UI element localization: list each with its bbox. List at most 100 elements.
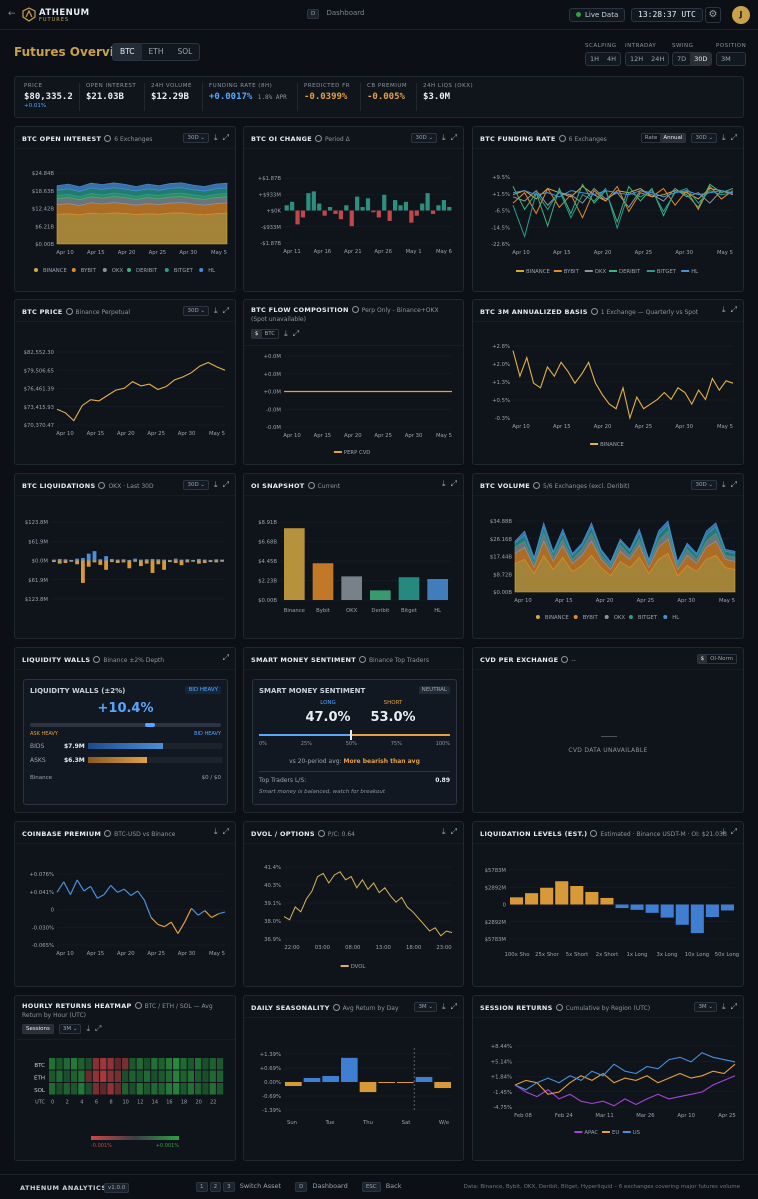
key-3[interactable]: 3 <box>223 1182 235 1192</box>
info-icon[interactable] <box>358 656 366 663</box>
oi-change-bar <box>295 210 300 225</box>
liq-level-bar <box>630 904 644 910</box>
expand-icon[interactable]: ⤢ <box>730 133 737 142</box>
download-icon[interactable]: ⤓ <box>442 479 446 488</box>
download-icon[interactable]: ⤓ <box>722 1002 726 1011</box>
range-select[interactable]: 30D ⌄ <box>183 133 210 143</box>
info-icon[interactable] <box>104 135 112 142</box>
info-icon[interactable] <box>314 135 322 142</box>
breadcrumb[interactable]: D Dashboard <box>307 9 364 19</box>
live-data-badge[interactable]: Live Data <box>569 8 626 22</box>
expand-icon[interactable]: ⤢ <box>222 306 229 315</box>
tab-eth[interactable]: ETH <box>148 47 164 56</box>
expand-icon[interactable]: ⤢ <box>730 305 737 314</box>
tab-btc[interactable]: BTC <box>113 44 142 60</box>
timeframe-24h-button[interactable]: 24H <box>651 55 665 63</box>
expand-icon[interactable]: ⤢ <box>222 827 229 836</box>
settings-gear-icon[interactable]: ⚙ <box>705 7 721 23</box>
info-icon[interactable] <box>98 482 106 489</box>
tab-oi-norm[interactable]: OI-Norm <box>710 656 733 662</box>
expand-icon[interactable]: ⤢ <box>222 653 229 662</box>
expand-icon[interactable]: ⤢ <box>222 480 229 489</box>
info-icon[interactable] <box>307 482 315 489</box>
download-icon[interactable]: ⤓ <box>86 1024 91 1033</box>
download-icon[interactable]: ⤓ <box>442 1002 446 1011</box>
info-icon[interactable] <box>332 1004 340 1011</box>
download-icon[interactable]: ⤓ <box>214 827 218 836</box>
avatar[interactable]: J <box>732 6 750 24</box>
y-tick-label: -22.6% <box>491 242 510 248</box>
info-icon[interactable] <box>558 135 566 142</box>
expand-icon[interactable]: ⤢ <box>450 1002 457 1011</box>
range-select[interactable]: 3M ⌄ <box>414 1002 438 1012</box>
timeframe-12h-button[interactable]: 12H <box>630 55 644 63</box>
oi-change-bar <box>371 210 376 213</box>
download-icon[interactable]: ⤓ <box>442 827 446 836</box>
download-icon[interactable]: ⤓ <box>214 133 218 142</box>
expand-icon[interactable]: ⤢ <box>730 1002 737 1011</box>
timeframe-3m-button[interactable]: 3M <box>721 55 731 63</box>
legend-label: OKX <box>595 269 607 275</box>
key-1[interactable]: 1 <box>196 1182 208 1192</box>
x-tick-label: Apr 20 <box>344 433 362 439</box>
download-icon[interactable]: ⤓ <box>722 480 726 489</box>
tab-usd[interactable]: $ <box>252 330 262 338</box>
range-select[interactable]: 3M ⌄ <box>694 1002 718 1012</box>
info-icon[interactable] <box>317 830 325 837</box>
panel-title: LIQUIDATION LEVELS (EST.) <box>480 830 588 838</box>
download-icon[interactable]: ⤓ <box>442 133 446 142</box>
info-icon[interactable] <box>555 1004 563 1011</box>
info-icon[interactable] <box>93 656 101 663</box>
expand-icon[interactable]: ⤢ <box>450 479 457 488</box>
download-icon[interactable]: ⤓ <box>722 305 726 314</box>
expand-icon[interactable]: ⤢ <box>730 827 737 836</box>
info-icon[interactable] <box>104 830 112 837</box>
info-icon[interactable] <box>134 1002 142 1009</box>
expand-icon[interactable]: ⤢ <box>222 133 229 142</box>
range-select[interactable]: 30D ⌄ <box>691 133 718 143</box>
page-title: Futures Overview <box>14 45 134 59</box>
tab-usd[interactable]: $ <box>697 655 708 663</box>
info-icon[interactable] <box>532 482 540 489</box>
expand-icon[interactable]: ⤢ <box>95 1024 102 1033</box>
download-icon[interactable]: ⤓ <box>722 133 726 142</box>
timeframe-1h-button[interactable]: 1H <box>590 55 600 63</box>
range-select[interactable]: 30D ⌄ <box>183 306 210 316</box>
timeframe-4h-button[interactable]: 4H <box>607 55 617 63</box>
range-select[interactable]: 30D ⌄ <box>691 480 718 490</box>
expand-icon[interactable]: ⤢ <box>450 827 457 836</box>
expand-icon[interactable]: ⤢ <box>450 133 457 142</box>
key-2[interactable]: 2 <box>209 1182 222 1192</box>
expand-icon[interactable]: ⤢ <box>292 329 300 338</box>
range-select[interactable]: 3M ⌄ <box>58 1024 82 1034</box>
x-tick-label: Apr 11 <box>283 249 301 255</box>
timeframe-30d-button[interactable]: 30D <box>690 53 712 65</box>
info-icon[interactable] <box>561 656 569 663</box>
info-icon[interactable] <box>590 830 598 837</box>
timeframe-7d-button[interactable]: 7D <box>677 55 687 63</box>
tab-rate[interactable]: Rate <box>644 135 658 141</box>
back-arrow-icon[interactable]: ← <box>8 9 16 19</box>
expand-icon[interactable]: ⤢ <box>730 480 737 489</box>
oi-change-bar <box>436 205 441 211</box>
tab-btc-unit[interactable]: BTC <box>264 331 276 337</box>
legend-swatch <box>164 268 169 272</box>
info-icon[interactable] <box>590 308 598 315</box>
tab-annual[interactable]: Annual <box>660 134 686 142</box>
sessions-tab[interactable]: Sessions <box>22 1024 54 1034</box>
tab-sol[interactable]: SOL <box>177 47 193 56</box>
stat-label: 24H VOLUME <box>151 83 192 89</box>
download-icon[interactable]: ⤓ <box>284 329 288 338</box>
breadcrumb-label: Dashboard <box>326 9 365 17</box>
download-icon[interactable]: ⤓ <box>722 827 726 836</box>
info-icon[interactable] <box>351 306 359 313</box>
key-d[interactable]: D <box>295 1182 308 1192</box>
download-icon[interactable]: ⤓ <box>214 306 218 315</box>
info-icon[interactable] <box>65 308 73 315</box>
key-esc[interactable]: ESC <box>361 1182 381 1192</box>
range-select[interactable]: 30D ⌄ <box>411 133 438 143</box>
oi-change-bar <box>409 210 414 223</box>
y-tick-label: 41.4% <box>264 865 281 871</box>
range-select[interactable]: 30D ⌄ <box>183 480 210 490</box>
download-icon[interactable]: ⤓ <box>214 480 218 489</box>
